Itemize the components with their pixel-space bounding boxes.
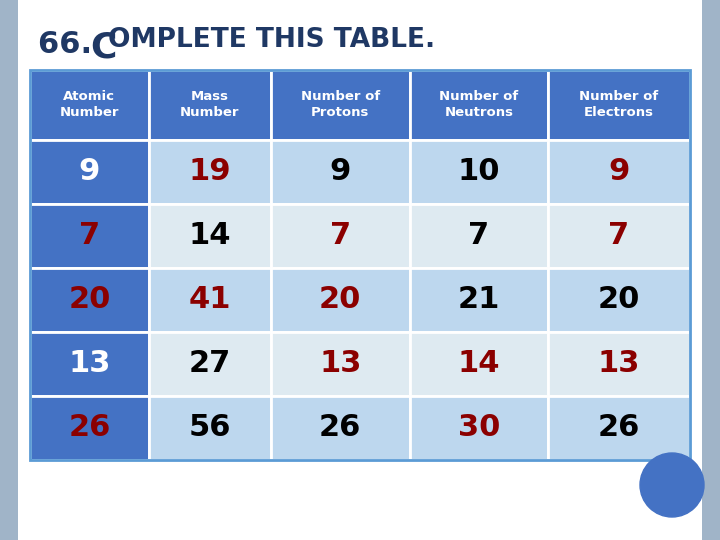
Bar: [149, 70, 271, 140]
Bar: [0, 0, 18, 540]
Bar: [30, 332, 149, 396]
Text: Number of
Protons: Number of Protons: [300, 91, 380, 119]
Bar: [149, 140, 271, 204]
Text: 14: 14: [189, 221, 231, 251]
Bar: [410, 70, 548, 140]
Text: 26: 26: [598, 414, 640, 442]
Text: 7: 7: [330, 221, 351, 251]
Bar: [548, 332, 690, 396]
Text: OMPLETE THIS TABLE.: OMPLETE THIS TABLE.: [108, 27, 435, 53]
Bar: [548, 396, 690, 460]
Bar: [410, 204, 548, 268]
Text: 27: 27: [189, 349, 231, 379]
Bar: [30, 268, 149, 332]
Bar: [149, 332, 271, 396]
Bar: [271, 140, 410, 204]
Bar: [30, 140, 149, 204]
Bar: [410, 332, 548, 396]
Bar: [702, 0, 720, 540]
Bar: [271, 396, 410, 460]
Text: 66.: 66.: [38, 30, 103, 59]
Text: 56: 56: [189, 414, 231, 442]
Bar: [271, 204, 410, 268]
Text: 41: 41: [189, 286, 231, 314]
Bar: [271, 268, 410, 332]
Text: 20: 20: [68, 286, 111, 314]
Text: 7: 7: [78, 221, 100, 251]
Text: Number of
Electrons: Number of Electrons: [580, 91, 659, 119]
Text: 20: 20: [598, 286, 640, 314]
Text: Mass
Number: Mass Number: [180, 91, 240, 119]
Bar: [30, 204, 149, 268]
Bar: [410, 268, 548, 332]
Bar: [548, 204, 690, 268]
Bar: [271, 332, 410, 396]
Text: Number of
Neutrons: Number of Neutrons: [439, 91, 518, 119]
Text: 10: 10: [457, 158, 500, 186]
Bar: [548, 268, 690, 332]
Bar: [30, 396, 149, 460]
Text: 13: 13: [319, 349, 361, 379]
Text: 7: 7: [468, 221, 490, 251]
Bar: [149, 204, 271, 268]
Text: 20: 20: [319, 286, 361, 314]
Bar: [548, 70, 690, 140]
Text: 9: 9: [330, 158, 351, 186]
Bar: [410, 140, 548, 204]
Text: 7: 7: [608, 221, 629, 251]
Text: 14: 14: [457, 349, 500, 379]
Bar: [30, 70, 690, 460]
Text: 13: 13: [598, 349, 640, 379]
Text: 30: 30: [458, 414, 500, 442]
Text: 19: 19: [189, 158, 231, 186]
Bar: [149, 396, 271, 460]
Circle shape: [640, 453, 704, 517]
Bar: [410, 396, 548, 460]
Bar: [30, 70, 149, 140]
Text: 9: 9: [78, 158, 100, 186]
Text: C: C: [90, 30, 117, 64]
Text: Atomic
Number: Atomic Number: [60, 91, 119, 119]
Text: 26: 26: [319, 414, 361, 442]
Bar: [149, 268, 271, 332]
Bar: [271, 70, 410, 140]
Text: 13: 13: [68, 349, 111, 379]
Text: 9: 9: [608, 158, 630, 186]
Text: 21: 21: [458, 286, 500, 314]
Text: 26: 26: [68, 414, 111, 442]
Bar: [548, 140, 690, 204]
